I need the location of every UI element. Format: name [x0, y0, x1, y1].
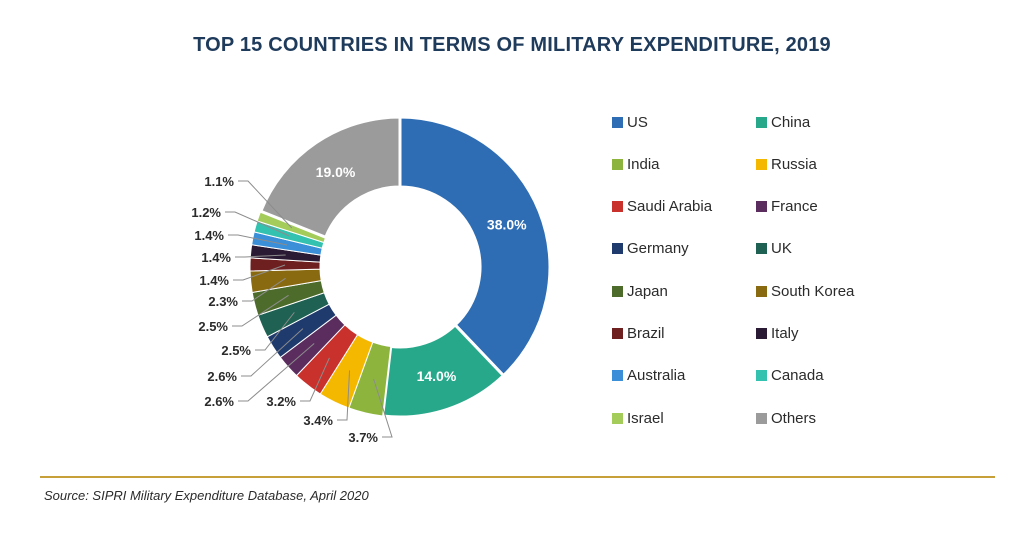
legend-label: Brazil	[627, 325, 665, 342]
legend-item-australia: Australia	[612, 366, 685, 386]
legend-label: Israel	[627, 409, 664, 427]
source-note: Source: SIPRI Military Expenditure Datab…	[44, 488, 369, 503]
slice-label-uk: 2.5%	[221, 343, 251, 358]
leader-line-france	[238, 343, 315, 402]
slice-labels: 38.0% 14.0% 3.7% 3.4% 3.2% 2.6% 2.6% 2.5% 2.5% 2.…	[191, 164, 527, 445]
callout-leader-lines	[225, 180, 393, 438]
legend-swatch	[756, 243, 767, 255]
legend-label: Japan	[627, 282, 668, 300]
leader-line-russia	[337, 370, 351, 421]
legend-label: Russia	[771, 155, 817, 173]
legend-swatch	[612, 116, 623, 128]
legend-label: Others	[771, 409, 817, 427]
slice-label-italy: 1.4%	[201, 250, 231, 265]
legend-item-japan: Japan	[612, 281, 668, 301]
leader-line-south-korea	[242, 277, 286, 302]
legend-label: Italy	[771, 325, 799, 342]
legend-swatch	[756, 370, 767, 382]
slice-label-china: 14.0%	[417, 368, 457, 384]
slice-label-brazil: 1.4%	[199, 273, 229, 288]
slice-label-japan: 2.5%	[198, 319, 228, 334]
leader-line-germany	[241, 328, 304, 377]
legend-swatch	[612, 370, 623, 382]
slice-label-france: 2.6%	[204, 394, 234, 409]
legend-item-south-korea: South Korea	[756, 281, 854, 301]
leader-line-brazil	[233, 264, 286, 281]
legend-swatch	[612, 158, 623, 170]
legend-label: Canada	[771, 367, 824, 385]
legend-swatch	[612, 328, 623, 339]
legend-swatch	[756, 328, 767, 339]
legend-item-us: US	[612, 112, 648, 132]
legend-label: South Korea	[771, 282, 855, 300]
legend-item-india: India	[612, 154, 660, 174]
legend-swatch	[612, 201, 623, 213]
slice-label-south-korea: 2.3%	[208, 294, 238, 309]
slice-label-russia: 3.4%	[303, 413, 333, 428]
legend-label: China	[771, 113, 811, 131]
slice-label-india: 3.7%	[348, 430, 378, 445]
leader-line-israel	[238, 180, 293, 229]
legend-swatch	[756, 412, 767, 424]
slice-label-canada: 1.2%	[191, 205, 221, 220]
slice-us	[398, 115, 552, 378]
legend-label: India	[627, 155, 660, 173]
donut-slices	[249, 115, 552, 419]
legend-item-others: Others	[756, 408, 816, 428]
legend-label: France	[771, 198, 818, 216]
legend-swatch	[756, 116, 767, 128]
legend-swatch	[612, 243, 623, 255]
legend-swatch	[756, 201, 767, 213]
legend-item-italy: Italy	[756, 324, 799, 344]
legend-label: Germany	[627, 240, 689, 258]
legend-item-france: France	[756, 197, 818, 217]
leader-line-canada	[225, 211, 290, 237]
slice-label-us: 38.0%	[487, 216, 527, 232]
chart-title: TOP 15 COUNTRIES IN TERMS OF MILITARY EX…	[193, 34, 831, 56]
legend-swatch	[612, 285, 623, 297]
legend-item-china: China	[756, 112, 810, 132]
legend-item-israel: Israel	[612, 408, 664, 428]
legend-item-brazil: Brazil	[612, 324, 665, 344]
leader-line-saudi-arabia	[300, 357, 330, 402]
legend-label: US	[627, 113, 648, 131]
legend-swatch	[612, 412, 623, 424]
legend-label: Australia	[627, 367, 686, 385]
legend-label: UK	[771, 240, 792, 258]
slice-label-others: 19.0%	[316, 164, 356, 180]
legend-item-russia: Russia	[756, 154, 817, 174]
slice-label-germany: 2.6%	[207, 369, 237, 384]
divider-line	[40, 476, 995, 478]
slice-label-australia: 1.4%	[194, 228, 224, 243]
legend-item-canada: Canada	[756, 366, 824, 386]
slice-label-israel: 1.1%	[204, 174, 234, 189]
donut-chart: 38.0% 14.0% 3.7% 3.4% 3.2% 2.6% 2.6% 2.5% 2.5% 2.…	[191, 115, 552, 445]
legend-swatch	[756, 285, 767, 297]
legend-item-germany: Germany	[612, 239, 689, 259]
leader-line-japan	[232, 294, 289, 327]
leader-line-india	[373, 378, 393, 438]
slice-label-saudi-arabia: 3.2%	[266, 394, 296, 409]
slice-others	[258, 115, 402, 240]
leader-line-italy	[235, 254, 286, 258]
legend-item-uk: UK	[756, 239, 792, 259]
legend-swatch	[756, 158, 767, 170]
legend-item-saudi-arabia: Saudi Arabia	[612, 197, 712, 217]
legend-label: Saudi Arabia	[627, 198, 713, 216]
leader-line-australia	[228, 234, 288, 246]
leader-line-uk	[255, 312, 295, 351]
